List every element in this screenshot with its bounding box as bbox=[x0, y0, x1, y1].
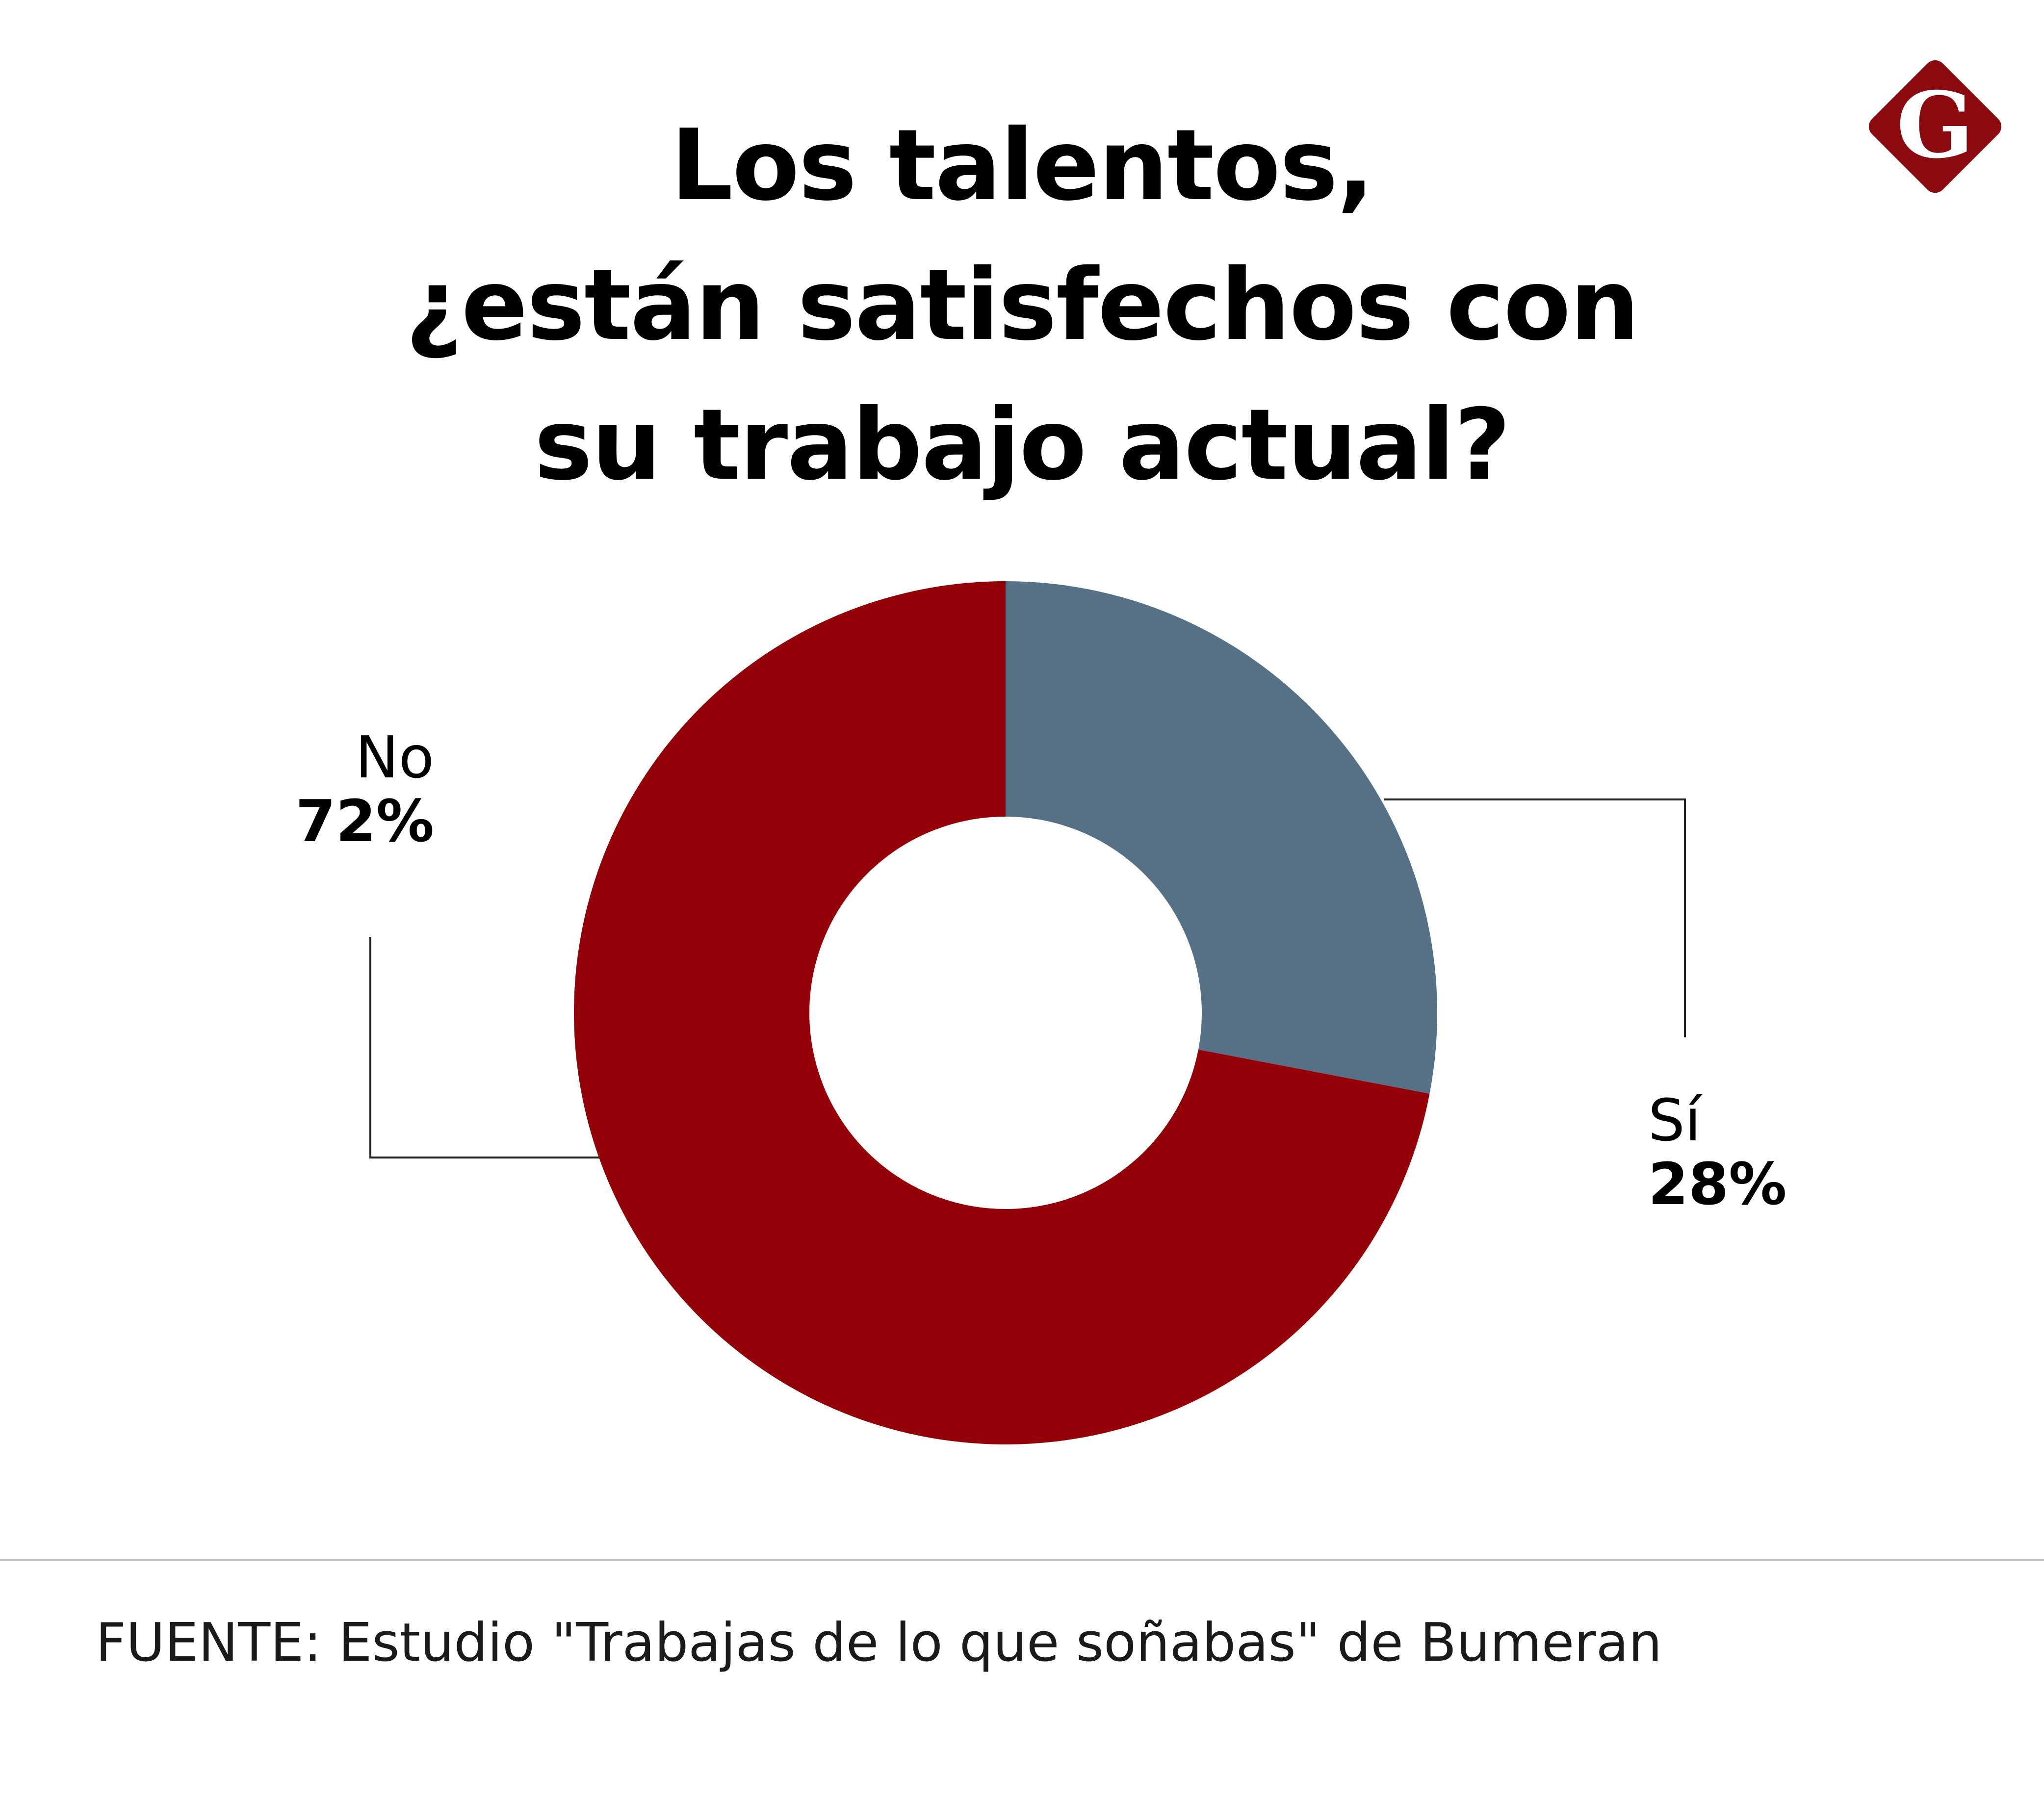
leader-lines bbox=[369, 798, 1686, 1158]
chart-title: Los talentos, ¿están satisfechos con su … bbox=[0, 96, 2044, 515]
slice-label-si-value: 28% bbox=[1648, 1150, 1787, 1218]
donut-slice-si bbox=[1006, 581, 1438, 1094]
source-note: FUENTE: Estudio "Trabajas de lo que soña… bbox=[96, 1612, 1662, 1673]
logo-letter: G bbox=[1896, 72, 1974, 179]
chart-title-line-1: Los talentos, bbox=[671, 108, 1374, 223]
leader-line-si bbox=[1384, 798, 1686, 1037]
slice-label-no: No 72% bbox=[275, 723, 434, 855]
logo-diamond bbox=[1868, 60, 2002, 193]
footer-divider bbox=[0, 1559, 2044, 1561]
donut-slices bbox=[574, 581, 1438, 1444]
slice-label-si: Sí 28% bbox=[1648, 1086, 1844, 1218]
chart-title-line-3: su trabajo actual? bbox=[534, 388, 1511, 502]
chart-title-line-2: ¿están satisfechos con bbox=[405, 248, 1640, 362]
donut-slice-no bbox=[574, 581, 1430, 1444]
leader-line-no bbox=[369, 937, 599, 1158]
slice-label-no-value: 72% bbox=[295, 787, 434, 855]
slice-label-si-name: Sí bbox=[1648, 1086, 1701, 1154]
slice-label-no-name: No bbox=[355, 723, 434, 791]
brand-logo-icon: G bbox=[1868, 60, 2002, 193]
